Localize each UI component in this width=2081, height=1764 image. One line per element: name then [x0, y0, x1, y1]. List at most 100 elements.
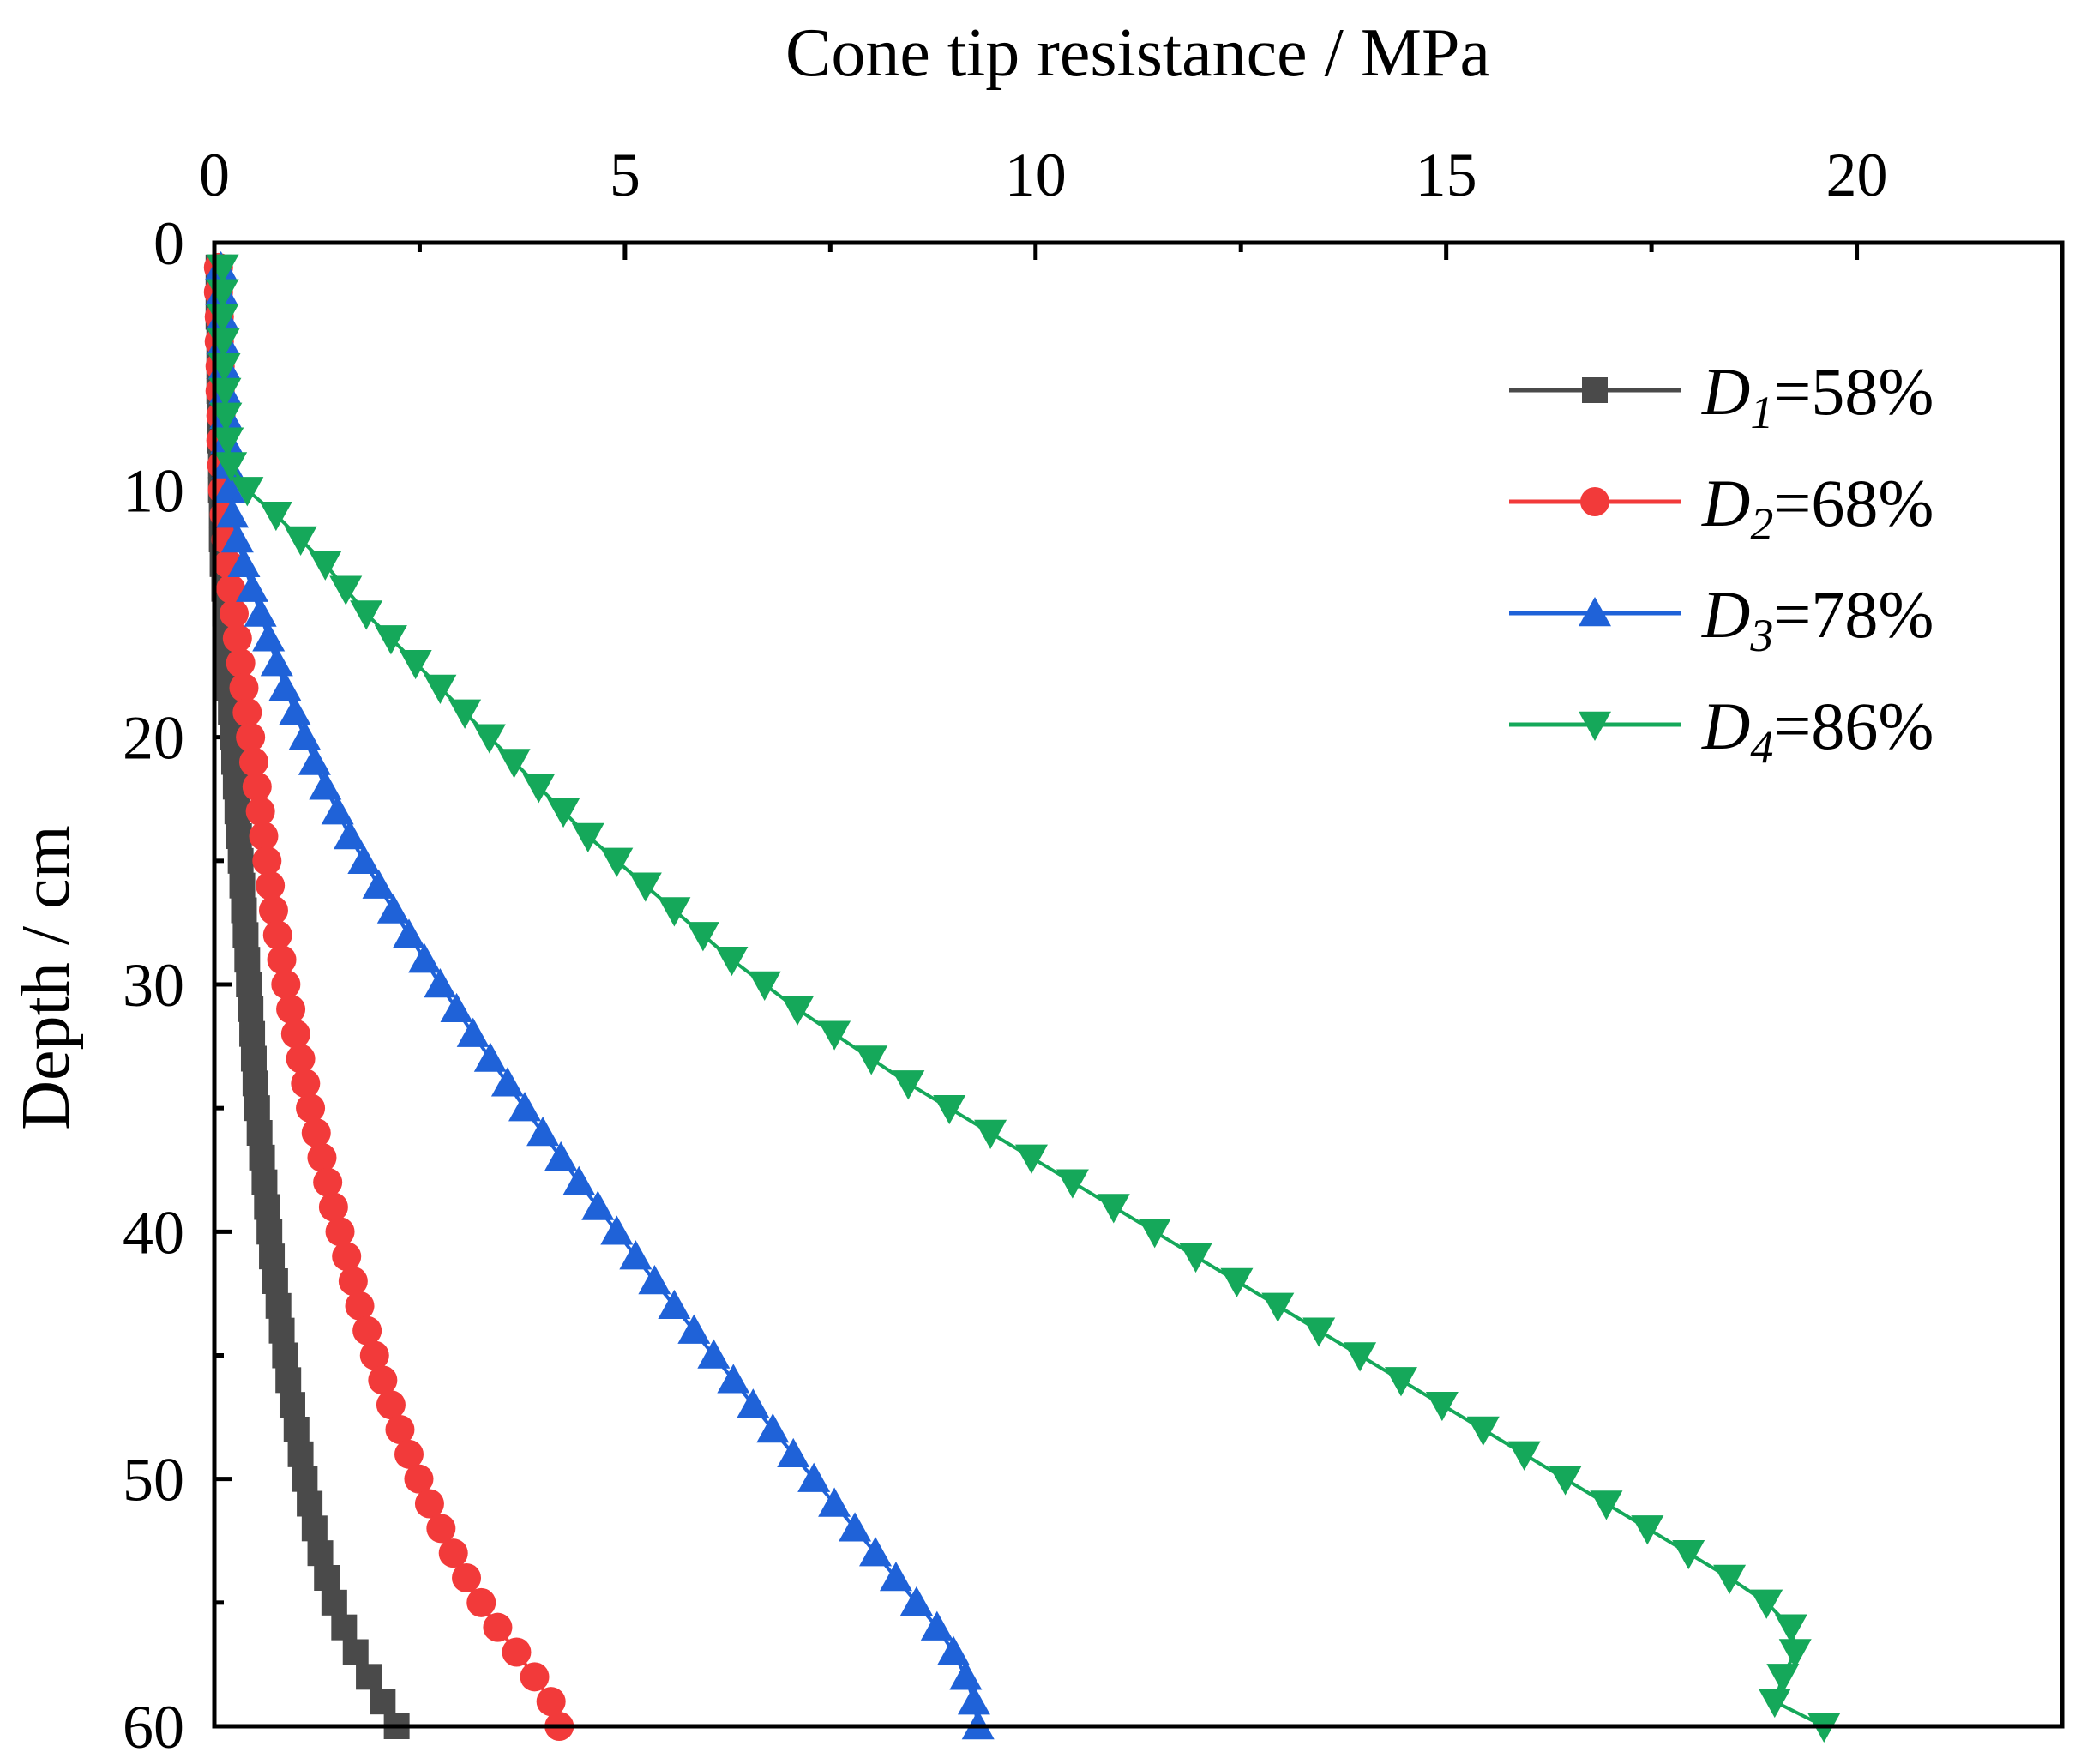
legend-item: D2=68% [1509, 466, 1934, 550]
data-point [301, 1118, 331, 1147]
data-point [214, 452, 248, 482]
data-point [1466, 1416, 1500, 1446]
data-point [855, 1045, 888, 1075]
data-point [466, 1587, 496, 1617]
data-point [238, 747, 268, 777]
data-point [424, 674, 457, 704]
data-point [352, 1315, 382, 1346]
data-point [262, 1268, 288, 1294]
data-point [452, 1563, 482, 1592]
legend-marker [1580, 487, 1609, 516]
data-point [502, 1637, 532, 1667]
data-point [301, 1515, 328, 1542]
data-point [227, 547, 261, 578]
data-point [544, 1141, 578, 1171]
data-point [949, 1660, 983, 1690]
data-point [522, 774, 556, 804]
data-point [370, 1689, 396, 1715]
data-point [236, 572, 269, 602]
x-tick-label: 15 [1416, 141, 1477, 209]
data-point [244, 1095, 270, 1122]
data-point [368, 1365, 398, 1395]
data-point [619, 1240, 653, 1270]
x-tick-label: 5 [610, 141, 641, 209]
y-tick-label: 20 [123, 704, 184, 773]
data-point [547, 798, 580, 828]
data-point [638, 1265, 671, 1295]
series-line [220, 267, 1825, 1728]
data-point [259, 501, 292, 532]
data-point [219, 599, 249, 629]
data-point [920, 1610, 953, 1641]
data-point [232, 697, 262, 727]
data-point [251, 1169, 278, 1195]
y-tick-label: 30 [123, 951, 184, 1020]
data-point [1056, 1169, 1089, 1199]
legend-marker [1579, 711, 1611, 741]
data-point [1302, 1317, 1336, 1347]
data-point [232, 922, 259, 948]
data-point [231, 477, 264, 507]
data-point [414, 1489, 444, 1519]
data-point [424, 968, 457, 998]
data-point [268, 671, 302, 701]
data-point [797, 1462, 831, 1492]
data-point [220, 523, 254, 553]
data-point [249, 1144, 275, 1171]
data-point [309, 770, 342, 800]
data-point [1344, 1342, 1377, 1372]
data-point [226, 648, 256, 678]
data-point [283, 1417, 310, 1442]
data-point [262, 920, 292, 950]
data-point [284, 526, 317, 556]
data-point [298, 745, 331, 775]
data-point [259, 1243, 286, 1270]
data-point [239, 1020, 266, 1047]
data-point [286, 1044, 316, 1074]
data-point [440, 992, 473, 1023]
data-point [280, 1019, 310, 1049]
data-point [307, 1142, 337, 1172]
series-4 [206, 254, 1841, 1743]
data-point [1549, 1466, 1582, 1496]
data-point [571, 822, 604, 852]
data-point [1384, 1367, 1417, 1397]
data-point [974, 1119, 1007, 1149]
data-point [297, 1490, 323, 1517]
data-point [296, 1093, 326, 1123]
data-point [242, 1070, 268, 1097]
data-point [526, 1117, 560, 1147]
data-point [1672, 1539, 1705, 1570]
data-point [226, 823, 252, 849]
legend-label: D2=68% [1701, 466, 1934, 550]
x-axis-title: Cone tip resistance / MPa [785, 15, 1490, 91]
data-point [216, 574, 246, 604]
data-point [359, 1340, 389, 1370]
series-line [219, 267, 980, 1727]
data-point [520, 1662, 550, 1692]
data-point [686, 922, 719, 952]
data-point [362, 869, 395, 899]
data-point [859, 1537, 893, 1567]
data-point [562, 1165, 596, 1195]
data-point [1778, 1639, 1812, 1669]
data-point [313, 1167, 343, 1197]
data-point [1425, 1391, 1459, 1422]
data-point [1758, 1688, 1791, 1719]
data-point [240, 1045, 267, 1072]
data-point [374, 625, 407, 655]
legend-label: D1=58% [1701, 354, 1934, 438]
data-point [483, 1612, 513, 1642]
data-point [331, 1614, 358, 1641]
data-point [472, 724, 506, 754]
legend-item: D3=78% [1509, 577, 1934, 661]
data-point [697, 1339, 731, 1369]
data-point [252, 846, 282, 876]
legend-item: D4=86% [1509, 689, 1934, 773]
data-point [376, 1390, 406, 1420]
data-point [256, 1219, 283, 1245]
y-axis-title: Depth / cm [9, 825, 84, 1129]
x-tick-label: 0 [199, 141, 230, 209]
data-point [581, 1190, 615, 1220]
